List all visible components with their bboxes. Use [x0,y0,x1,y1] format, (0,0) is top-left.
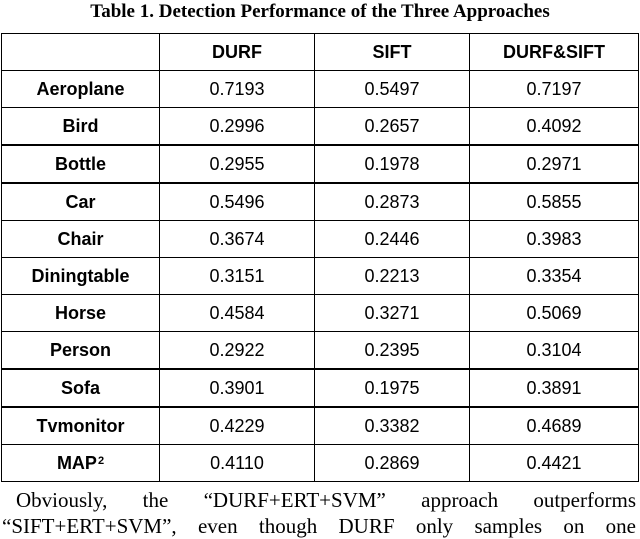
cell-durf: 0.4584 [159,294,315,332]
cell-sift: 0.2395 [314,331,470,370]
row-label-map: MAP2 [1,444,160,482]
cell-durf-sift: 0.3983 [469,220,639,258]
table-header-row: DURF SIFT DURF&SIFT [1,33,639,71]
cell-durf-sift: 0.3891 [469,368,639,408]
table-row: MAP2 0.4110 0.2869 0.4421 [1,444,639,482]
paragraph-line-2: “SIFT+ERT+SVM”, even though DURF only sa… [2,514,636,538]
cell-sift: 0.2873 [314,182,470,221]
table-caption: Table 1. Detection Performance of the Th… [90,1,550,22]
cell-durf-sift: 0.5069 [469,294,639,332]
header-sift: SIFT [314,33,470,71]
table-row: Car 0.5496 0.2873 0.5855 [1,182,639,221]
row-label: Bird [1,107,160,146]
paragraph-line-1: Obviously, the “DURF+ERT+SVM” approach o… [16,488,636,512]
row-label: Sofa [1,368,160,408]
row-label: Person [1,331,160,370]
row-label: Bottle [1,144,160,184]
cell-durf-sift: 0.7197 [469,70,639,108]
cell-durf: 0.4229 [159,406,315,445]
cell-sift: 0.2657 [314,107,470,146]
cell-durf-sift: 0.4092 [469,107,639,146]
cell-durf-sift: 0.3104 [469,331,639,370]
cell-durf: 0.3901 [159,368,315,408]
header-durf-sift: DURF&SIFT [469,33,639,71]
header-corner-cell [1,33,160,71]
table-row: Person 0.2922 0.2395 0.3104 [1,331,639,370]
table-row: Bird 0.2996 0.2657 0.4092 [1,107,639,146]
header-durf: DURF [159,33,315,71]
cell-durf: 0.2955 [159,144,315,184]
table-row: Horse 0.4584 0.3271 0.5069 [1,294,639,332]
cell-sift: 0.1975 [314,368,470,408]
performance-table: DURF SIFT DURF&SIFT Aeroplane 0.7193 0.5… [1,33,639,482]
row-label: Diningtable [1,257,160,295]
cell-durf: 0.5496 [159,182,315,221]
cell-durf-sift: 0.2971 [469,144,639,184]
table-row: Sofa 0.3901 0.1975 0.3891 [1,368,639,408]
row-label: Horse [1,294,160,332]
footnote-marker: 2 [97,455,105,467]
cell-durf-sift: 0.3354 [469,257,639,295]
cell-durf: 0.2922 [159,331,315,370]
cell-sift: 0.3382 [314,406,470,445]
cell-sift: 0.3271 [314,294,470,332]
body-paragraph: Obviously, the “DURF+ERT+SVM” approach o… [2,487,636,539]
row-label: Aeroplane [1,70,160,108]
cell-sift: 0.5497 [314,70,470,108]
cell-sift: 0.2446 [314,220,470,258]
cell-sift: 0.2869 [314,444,470,482]
cell-sift: 0.2213 [314,257,470,295]
cell-sift: 0.1978 [314,144,470,184]
table-row: Diningtable 0.3151 0.2213 0.3354 [1,257,639,295]
row-label: Car [1,182,160,221]
map-label: MAP [56,453,97,473]
cell-durf: 0.3674 [159,220,315,258]
row-label: Tvmonitor [1,406,160,445]
table-row: Aeroplane 0.7193 0.5497 0.7197 [1,70,639,108]
cell-durf-sift: 0.5855 [469,182,639,221]
cell-durf: 0.7193 [159,70,315,108]
table-row: Chair 0.3674 0.2446 0.3983 [1,220,639,258]
cell-durf-sift: 0.4421 [469,444,639,482]
cell-durf: 0.3151 [159,257,315,295]
table-row: Bottle 0.2955 0.1978 0.2971 [1,144,639,184]
row-label: Chair [1,220,160,258]
cell-durf-sift: 0.4689 [469,406,639,445]
table-row: Tvmonitor 0.4229 0.3382 0.4689 [1,406,639,445]
cell-durf: 0.4110 [159,444,315,482]
cell-durf: 0.2996 [159,107,315,146]
